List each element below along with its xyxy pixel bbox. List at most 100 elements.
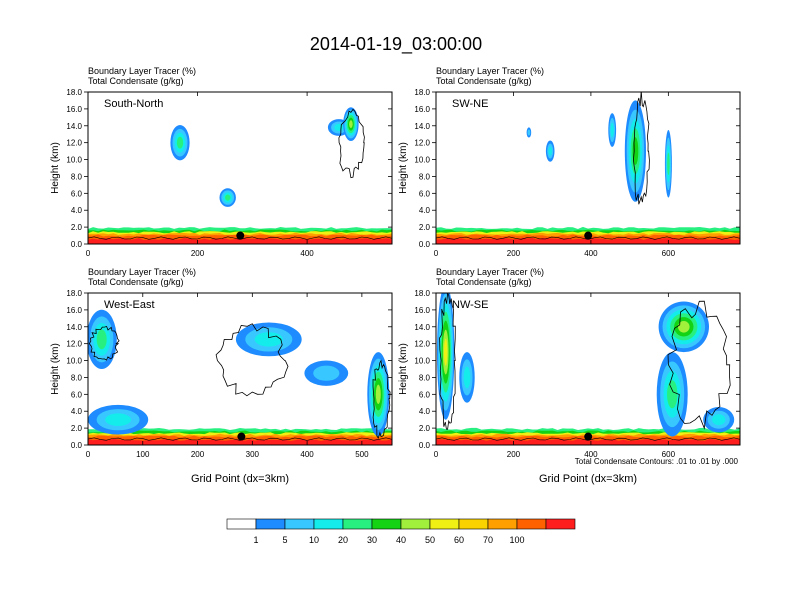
- tracer-blob: [437, 293, 455, 420]
- colorbar-label: 40: [396, 535, 406, 545]
- condensate-contour: [667, 300, 731, 430]
- tracer-band: [88, 238, 392, 244]
- colorbar-label: 50: [425, 535, 435, 545]
- colorbar-label: 70: [483, 535, 493, 545]
- panel-label: West-East: [104, 299, 155, 311]
- colorbar-label: 20: [338, 535, 348, 545]
- location-marker: [237, 432, 246, 441]
- plot-area: [88, 309, 392, 445]
- x-tick-label: 0: [86, 450, 91, 459]
- y-axis-label: Height (km): [50, 343, 61, 395]
- y-tick-label: 6.0: [71, 189, 83, 198]
- tracer-blob: [545, 140, 555, 162]
- y-tick-label: 8.0: [419, 172, 431, 181]
- x-axis-label: Grid Point (dx=3km): [539, 473, 637, 485]
- x-tick-label: 0: [434, 450, 439, 459]
- panel-south-north: 0.0 2.0 4.0 6.0 8.0 10.0 12.0 14.0 16.0 18.0 0 200 4…: [50, 66, 393, 258]
- colorbar-label: 100: [509, 535, 524, 545]
- x-tick-label: 400: [300, 249, 314, 258]
- colorbar-swatch: [400, 518, 431, 530]
- tracer-level: [96, 329, 107, 350]
- y-tick-label: 10.0: [414, 357, 430, 366]
- colorbar-label: 5: [282, 535, 287, 545]
- y-tick-label: 16.0: [66, 105, 82, 114]
- y-axis-label: Height (km): [398, 343, 409, 395]
- y-tick-label: 0.0: [71, 240, 83, 249]
- x-tick-label: 400: [584, 450, 598, 459]
- tracer-level: [349, 120, 353, 128]
- panel-label: SW-NE: [452, 98, 488, 110]
- field-label: Total Condensate (g/kg): [436, 76, 532, 86]
- y-axis-label: Height (km): [398, 142, 409, 194]
- x-tick-label: 600: [662, 249, 676, 258]
- y-tick-label: 16.0: [414, 105, 430, 114]
- tracer-blob: [624, 100, 647, 202]
- tracer-level: [712, 414, 726, 426]
- x-tick-label: 100: [136, 450, 150, 459]
- field-label: Boundary Layer Tracer (%): [436, 66, 544, 76]
- tracer-level: [313, 365, 340, 381]
- field-label: Boundary Layer Tracer (%): [436, 267, 544, 277]
- tracer-blob: [526, 127, 532, 138]
- x-tick-label: 500: [355, 450, 369, 459]
- colorbar-swatch: [545, 518, 576, 530]
- y-tick-label: 0.0: [419, 441, 431, 450]
- tracer-band: [436, 237, 740, 244]
- tracer-level: [527, 129, 531, 136]
- condensate-contour: [88, 326, 120, 361]
- tracer-band: [88, 438, 392, 445]
- colorbar-swatch: [226, 518, 257, 530]
- colorbar-swatch: [284, 518, 315, 530]
- y-tick-label: 6.0: [419, 189, 431, 198]
- plot-area: [88, 107, 392, 244]
- tracer-blob: [703, 407, 735, 433]
- colorbar-label: 1: [253, 535, 258, 545]
- y-tick-label: 12.0: [66, 139, 82, 148]
- tracer-level: [667, 380, 678, 409]
- y-tick-label: 16.0: [414, 306, 430, 315]
- tracer-level: [375, 384, 381, 404]
- tracer-level: [176, 136, 184, 149]
- y-tick-label: 10.0: [66, 156, 82, 165]
- tracer-blob: [664, 130, 672, 198]
- tracer-level: [463, 366, 471, 389]
- tracer-level: [225, 194, 231, 201]
- y-tick-label: 6.0: [71, 390, 83, 399]
- y-tick-label: 0.0: [419, 240, 431, 249]
- x-tick-label: 0: [86, 249, 91, 258]
- tracer-blob: [459, 352, 475, 403]
- tracer-level: [548, 146, 552, 156]
- x-tick-label: 400: [584, 249, 598, 258]
- colorbar-swatch: [342, 518, 373, 530]
- colorbar-swatch: [313, 518, 344, 530]
- panel-label: NW-SE: [452, 299, 488, 311]
- field-label: Total Condensate (g/kg): [88, 76, 184, 86]
- x-tick-label: 200: [507, 249, 521, 258]
- field-label: Boundary Layer Tracer (%): [88, 66, 196, 76]
- tracer-blob: [367, 352, 390, 437]
- y-tick-label: 4.0: [419, 407, 431, 416]
- y-tick-label: 14.0: [414, 122, 430, 131]
- y-tick-label: 14.0: [66, 323, 82, 332]
- colorbar-label: 30: [367, 535, 377, 545]
- y-tick-label: 16.0: [66, 306, 82, 315]
- y-tick-label: 2.0: [71, 424, 83, 433]
- y-tick-label: 8.0: [71, 172, 83, 181]
- panels: 0.0 2.0 4.0 6.0 8.0 10.0 12.0 14.0 16.0 18.0 0 200 4…: [50, 66, 741, 485]
- y-tick-label: 12.0: [414, 340, 430, 349]
- y-tick-label: 4.0: [71, 407, 83, 416]
- y-tick-label: 14.0: [414, 323, 430, 332]
- y-tick-label: 12.0: [66, 340, 82, 349]
- location-marker: [236, 231, 245, 240]
- y-axis-label: Height (km): [50, 142, 61, 194]
- y-tick-label: 0.0: [71, 441, 83, 450]
- panel-west-east: 0.0 2.0 4.0 6.0 8.0 10.0 12.0 14.0 16.0 18.0 0 100 2…: [50, 267, 393, 485]
- y-tick-label: 2.0: [71, 223, 83, 232]
- y-tick-label: 14.0: [66, 122, 82, 131]
- tracer-blob: [656, 352, 688, 437]
- plot-frame: [87, 91, 393, 245]
- tracer-band: [436, 438, 740, 445]
- tracer-level: [667, 152, 670, 176]
- condensate-contour: [439, 293, 456, 430]
- tracer-level: [678, 321, 690, 333]
